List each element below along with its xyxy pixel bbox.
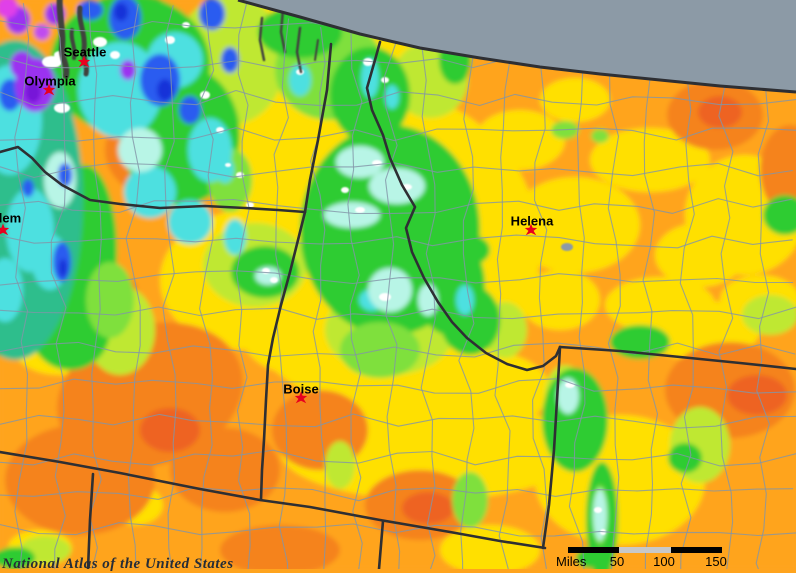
city-star-icon — [42, 83, 56, 96]
scale-tick-label: 100 — [653, 554, 675, 569]
city-star-icon — [0, 223, 10, 236]
border-nv-ut — [377, 519, 385, 569]
city-star-icon — [294, 391, 308, 404]
border-mt-wy — [558, 345, 796, 371]
city-star-icon — [524, 223, 538, 236]
city-label-boise: Boise — [283, 381, 319, 397]
attribution-watermark: National Atlas of the United States — [2, 556, 234, 572]
city-label-seattle: Seattle — [63, 44, 107, 60]
border-ca-nv — [86, 472, 95, 569]
canada-region — [237, 0, 796, 94]
city-star-icon — [77, 55, 91, 68]
scale-tick-label: 50 — [609, 554, 625, 569]
city-label-salem: Salem — [0, 210, 22, 226]
scale-segment — [568, 547, 619, 553]
border-us-canada — [237, 0, 796, 94]
border-id-mt — [365, 40, 562, 372]
border-wa-id — [303, 42, 333, 214]
border-or-id — [259, 210, 307, 502]
border-id-wy — [541, 345, 562, 550]
scale-tick-label: 150 — [705, 554, 727, 569]
scale-bar — [568, 547, 722, 553]
scale-bar-unit-label: Miles — [556, 554, 587, 569]
city-label-olympia: Olympia — [24, 73, 76, 89]
city-label-helena: Helena — [510, 213, 554, 229]
border-wa-or — [0, 145, 307, 214]
border-42n — [0, 450, 547, 550]
state-borders — [0, 40, 796, 569]
scale-segment — [671, 547, 722, 553]
scale-segment — [619, 547, 671, 553]
